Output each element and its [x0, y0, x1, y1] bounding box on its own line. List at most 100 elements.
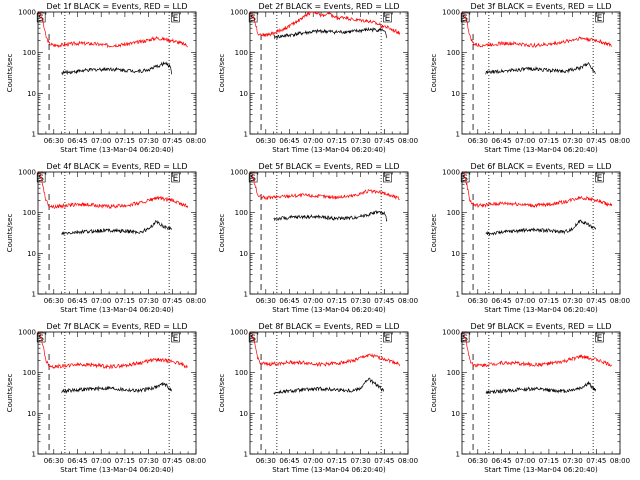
y-tick-label: 100: [23, 209, 36, 217]
x-tick-label: 06:45: [491, 137, 511, 145]
y-tick-label: 100: [447, 369, 460, 377]
y-axis-title: Counts/sec: [218, 54, 226, 93]
x-tick-label: 07:45: [374, 297, 394, 305]
x-axis-title: Start Time (13-Mar-04 06:20:40): [484, 146, 598, 154]
x-tick-label: 07:00: [515, 297, 535, 305]
chart-panel-3: Det 3f BLACK = Events, RED = LLD 1 10 100 10…: [430, 2, 630, 154]
chart-panel-6: Det 6f BLACK = Events, RED = LLD 1 10 100 10…: [430, 162, 630, 314]
plot-frame: [249, 331, 409, 455]
x-tick-label: 06:45: [67, 137, 87, 145]
x-axis-title: Start Time (13-Mar-04 06:20:40): [484, 306, 598, 314]
events-series-line: [485, 380, 597, 395]
chart-panel-7: Det 7f BLACK = Events, RED = LLD 1 10 100 10…: [6, 322, 206, 474]
x-tick-label: 06:45: [279, 137, 299, 145]
x-tick-label: 07:15: [115, 137, 135, 145]
y-tick-label: 1000: [18, 169, 36, 177]
x-tick-label: 07:15: [115, 297, 135, 305]
marker-box: [595, 172, 604, 183]
events-series-line: [485, 219, 597, 237]
y-tick-label: 100: [235, 369, 248, 377]
chart-panel-1: Det 1f BLACK = Events, RED = LLD 1 10 100 10…: [6, 2, 206, 154]
lld-series-line: [39, 171, 189, 210]
chart-title: Det 5f BLACK = Events, RED = LLD: [258, 162, 399, 171]
x-tick-label: 07:30: [563, 297, 583, 305]
marker-box: [36, 172, 46, 183]
marker-box: [383, 332, 392, 343]
events-series-line: [273, 210, 388, 222]
y-tick-label: 1: [456, 131, 460, 139]
x-tick-label: 07:00: [91, 457, 111, 465]
x-tick-label: 08:00: [398, 297, 418, 305]
y-tick-label: 1: [32, 131, 36, 139]
y-tick-label: 1000: [442, 329, 460, 337]
x-tick-label: 07:15: [115, 457, 135, 465]
x-tick-label: 07:00: [91, 297, 111, 305]
x-tick-label: 07:00: [303, 137, 323, 145]
x-axis-title: Start Time (13-Mar-04 06:20:40): [272, 306, 386, 314]
y-tick-label: 100: [23, 369, 36, 377]
chart-title: Det 2f BLACK = Events, RED = LLD: [258, 2, 399, 11]
x-tick-label: 07:15: [327, 297, 347, 305]
plot-frame: [249, 11, 409, 135]
x-tick-label: 08:00: [398, 457, 418, 465]
lld-series-line: [251, 331, 401, 368]
y-axis-title: Counts/sec: [6, 374, 14, 413]
y-tick-label: 10: [27, 410, 36, 418]
x-tick-label: 08:00: [398, 137, 418, 145]
y-tick-label: 1: [32, 451, 36, 459]
x-tick-label: 06:45: [279, 297, 299, 305]
y-axis-title: Counts/sec: [430, 214, 438, 253]
x-tick-label: 07:45: [162, 297, 182, 305]
x-tick-label: 06:30: [44, 137, 64, 145]
x-tick-label: 07:15: [539, 137, 559, 145]
x-tick-label: 07:45: [586, 297, 606, 305]
x-tick-label: 06:45: [279, 457, 299, 465]
x-tick-label: 07:00: [303, 297, 323, 305]
y-tick-label: 10: [27, 250, 36, 258]
x-tick-label: 07:30: [351, 457, 371, 465]
y-tick-label: 10: [451, 90, 460, 98]
chart-panel-8: Det 8f BLACK = Events, RED = LLD 1 10 100 10…: [218, 322, 418, 474]
x-tick-label: 06:30: [44, 297, 64, 305]
x-tick-label: 07:30: [563, 457, 583, 465]
marker-box: [595, 12, 604, 23]
chart-panel-4: Det 4f BLACK = Events, RED = LLD 1 10 100 10…: [6, 162, 206, 314]
x-tick-label: 07:30: [563, 137, 583, 145]
events-series-line: [273, 26, 388, 40]
x-tick-label: 07:45: [586, 137, 606, 145]
lld-series-line: [251, 172, 400, 201]
events-series-line: [61, 382, 173, 394]
y-tick-label: 100: [447, 49, 460, 57]
y-tick-label: 100: [235, 209, 248, 217]
chart-panel-5: Det 5f BLACK = Events, RED = LLD 1 10 100 10…: [218, 162, 418, 314]
y-tick-label: 10: [239, 90, 248, 98]
y-tick-label: 1000: [18, 329, 36, 337]
events-series-line: [485, 61, 596, 75]
marker-box: [383, 12, 392, 23]
x-tick-label: 07:00: [91, 137, 111, 145]
y-tick-label: 10: [451, 250, 460, 258]
marker-e-label: E: [385, 14, 391, 24]
x-tick-label: 07:30: [351, 137, 371, 145]
marker-box: [248, 12, 258, 23]
marker-e-label: E: [173, 334, 179, 344]
events-series-line: [273, 377, 385, 395]
marker-box: [36, 332, 46, 343]
x-tick-label: 07:45: [162, 457, 182, 465]
marker-box: [460, 172, 470, 183]
y-tick-label: 1: [456, 451, 460, 459]
marker-e-label: E: [597, 334, 603, 344]
x-tick-label: 07:30: [139, 137, 159, 145]
marker-s-label: S: [250, 14, 256, 24]
x-axis-title: Start Time (13-Mar-04 06:20:40): [484, 466, 598, 474]
lld-series-line: [39, 331, 188, 370]
marker-box: [460, 12, 470, 23]
y-tick-label: 1: [244, 131, 248, 139]
marker-box: [171, 12, 180, 23]
marker-box: [171, 172, 180, 183]
x-tick-label: 07:15: [539, 297, 559, 305]
marker-e-label: E: [597, 14, 603, 24]
chart-panel-9: Det 9f BLACK = Events, RED = LLD 1 10 100 10…: [430, 322, 630, 474]
x-tick-label: 06:30: [468, 457, 488, 465]
